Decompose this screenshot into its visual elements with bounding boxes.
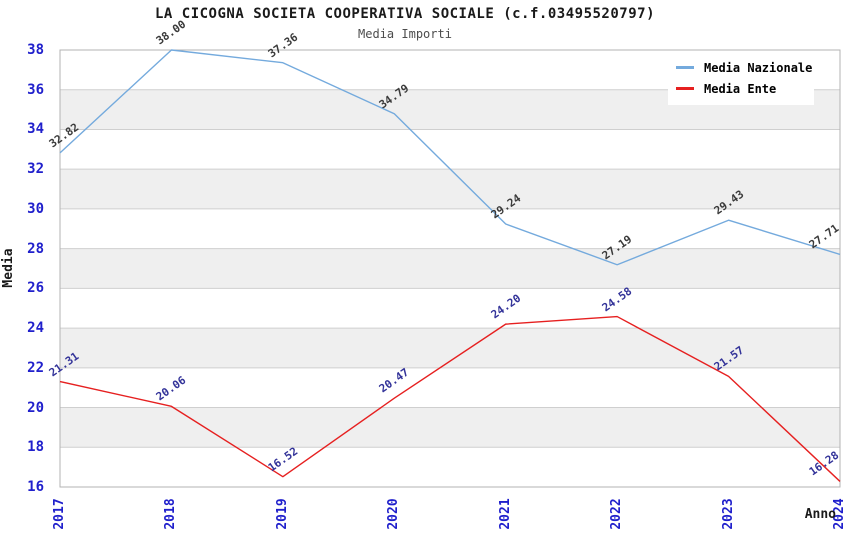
y-tick-label: 34 xyxy=(27,121,44,138)
legend-item-media-ente: Media Ente xyxy=(676,78,814,99)
x-tick-label: 2022 xyxy=(609,498,625,530)
y-tick-label: 20 xyxy=(27,399,44,416)
series-line-media-nazionale xyxy=(59,49,841,266)
x-tick-label: 2019 xyxy=(274,498,290,530)
y-tick-label: 36 xyxy=(27,81,44,98)
x-tick-label: 2017 xyxy=(52,498,67,530)
y-axis-label: Media xyxy=(1,248,16,288)
chart-title: LA CICOGNA SOCIETA COOPERATIVA SOCIALE (… xyxy=(154,6,655,22)
plot-band xyxy=(60,248,840,289)
chart-subtitle: Media Importi xyxy=(358,27,452,41)
x-tick-label: 2023 xyxy=(720,498,736,530)
legend-item-media-nazionale: Media Nazionale xyxy=(676,57,814,78)
legend-swatch-blue-line xyxy=(676,66,694,69)
y-tick-label: 16 xyxy=(27,479,44,495)
y-tick-label: 28 xyxy=(27,240,44,257)
x-axis-label: Anno xyxy=(804,507,836,522)
series-line-media-ente xyxy=(59,315,841,482)
y-tick-label: 30 xyxy=(27,200,44,217)
x-tick-label: 2018 xyxy=(163,498,179,530)
plot-border xyxy=(59,49,841,488)
y-tick-label: 26 xyxy=(27,280,44,297)
legend-label: Media Ente xyxy=(704,81,777,96)
y-tick-label: 38 xyxy=(27,42,44,58)
y-tick-label: 22 xyxy=(27,359,44,376)
plot-band xyxy=(60,407,840,448)
y-tick-label: 18 xyxy=(27,439,44,456)
x-tick-label: 2021 xyxy=(497,498,513,530)
y-tick-label: 32 xyxy=(27,161,44,178)
plot-band xyxy=(60,169,840,209)
legend: Media Nazionale Media Ente xyxy=(668,51,814,105)
legend-label: Media Nazionale xyxy=(704,60,813,75)
legend-swatch-red-line xyxy=(676,87,694,90)
y-tick-label: 24 xyxy=(27,320,44,337)
x-tick-label: 2020 xyxy=(386,498,402,530)
